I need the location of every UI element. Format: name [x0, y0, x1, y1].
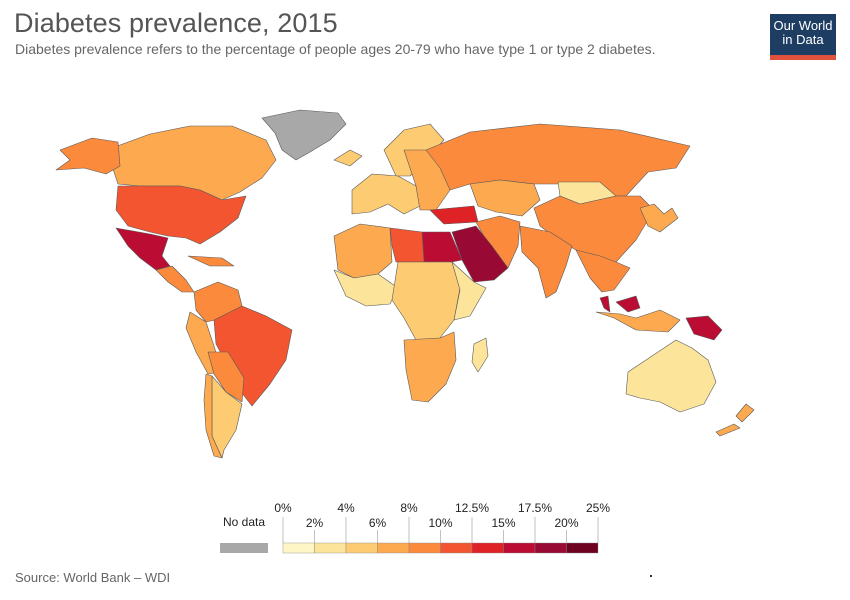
legend-bin-swatch — [345, 542, 378, 554]
logo-line-1: Our World — [773, 18, 833, 33]
logo-line-2: in Data — [782, 32, 824, 47]
legend-tick-label: 12.5% — [455, 501, 489, 515]
legend-bin-swatch — [471, 542, 504, 554]
country-region-japan-korea[interactable] — [639, 203, 679, 233]
legend-bin-swatch — [377, 542, 410, 554]
country-region-mexico[interactable] — [115, 227, 171, 271]
country-region-southern-africa[interactable] — [403, 331, 457, 403]
chart-subtitle: Diabetes prevalence refers to the percen… — [15, 41, 656, 57]
legend-tick-label: 17.5% — [518, 501, 552, 515]
legend-tick-label: 15% — [491, 516, 515, 530]
country-region-united-states[interactable] — [115, 185, 247, 245]
chart-title: Diabetes prevalence, 2015 — [14, 8, 338, 38]
country-region-central-america[interactable] — [155, 265, 195, 293]
country-region-india[interactable] — [519, 225, 573, 299]
country-region-east-africa[interactable] — [451, 261, 487, 321]
country-region-russia[interactable] — [425, 123, 691, 197]
legend-tick-label: 4% — [337, 501, 355, 515]
country-region-chile[interactable] — [203, 373, 223, 459]
country-region-greenland[interactable] — [261, 109, 347, 161]
legend-bin-swatch — [408, 542, 441, 554]
country-region-western-europe[interactable] — [351, 173, 421, 215]
country-region-canada[interactable] — [111, 125, 277, 201]
legend-tick-label: 0% — [274, 501, 292, 515]
country-region-indonesia[interactable] — [595, 309, 681, 333]
country-region-bolivia-paraguay[interactable] — [207, 351, 245, 403]
country-region-caribbean[interactable] — [187, 255, 235, 267]
legend-tick-label: 8% — [400, 501, 418, 515]
color-legend: No data 0% 2% 4% 6% 8% 10%12.5%15%17.5%20% 25% — [220, 501, 610, 554]
country-region-malaysia[interactable] — [599, 295, 641, 313]
legend-bin-swatch — [503, 542, 536, 554]
country-region-northwest-africa[interactable] — [333, 223, 393, 279]
country-region-libya[interactable] — [389, 227, 425, 263]
country-region-madagascar[interactable] — [471, 337, 489, 373]
legend-tick-label: 20% — [554, 516, 578, 530]
country-region-saudi-arabia[interactable] — [451, 225, 509, 283]
legend-tick-label: 10% — [428, 516, 452, 530]
owid-logo[interactable]: Our World in Data — [770, 14, 836, 60]
legend-tick-label: 6% — [369, 516, 387, 530]
legend-tick-label: 25% — [586, 501, 610, 515]
country-region-southeast-asia[interactable] — [575, 249, 631, 293]
legend-bin-swatch — [534, 542, 567, 554]
legend-no-data-swatch — [220, 543, 268, 553]
country-region-new-zealand[interactable] — [715, 403, 755, 437]
source-note: Source: World Bank – WDI — [15, 570, 171, 585]
country-region-australia[interactable] — [625, 339, 717, 413]
country-region-papua-new-guinea[interactable] — [685, 315, 723, 341]
legend-bin-swatch — [440, 542, 473, 554]
legend-no-data-label: No data — [223, 515, 265, 529]
legend-bin-swatch — [314, 542, 347, 554]
country-region-central-africa[interactable] — [391, 261, 461, 341]
legend-tick-label: 2% — [306, 516, 324, 530]
legend-bin-swatch — [566, 542, 599, 554]
legend-bin-swatch — [282, 542, 315, 554]
country-region-kazakhstan[interactable] — [469, 179, 541, 217]
country-region-alaska[interactable] — [55, 137, 121, 175]
decorative-dot — [650, 575, 652, 577]
